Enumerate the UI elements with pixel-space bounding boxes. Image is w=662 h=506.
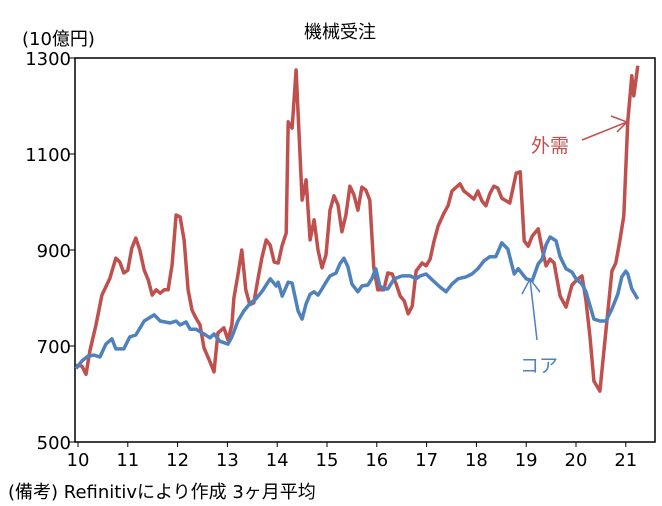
y-tick-label: 1300 xyxy=(25,49,71,70)
x-tick-label: 17 xyxy=(415,450,438,471)
x-tick-label: 15 xyxy=(316,450,339,471)
legend-label-gaiju: 外需 xyxy=(531,135,569,157)
series-line-core xyxy=(74,235,640,370)
y-tick-label: 900 xyxy=(37,241,71,262)
x-tick-label: 12 xyxy=(166,450,189,471)
x-tick-label: 19 xyxy=(515,450,538,471)
series-line-gaiju xyxy=(75,65,640,393)
y-axis-unit: (10億円) xyxy=(22,29,95,50)
x-tick-label: 10 xyxy=(67,450,90,471)
footnote: (備考) Refinitivにより作成 3ヶ月平均 xyxy=(8,482,316,503)
y-tick-label: 1100 xyxy=(25,145,71,166)
y-tick-label: 500 xyxy=(37,433,71,454)
arrow-gaiju-icon xyxy=(581,115,629,141)
plot-frame xyxy=(74,57,656,443)
x-tick-label: 20 xyxy=(565,450,588,471)
legend-label-core: コア xyxy=(520,355,558,377)
x-tick-label: 21 xyxy=(614,450,637,471)
x-tick-label: 14 xyxy=(266,450,289,471)
arrow-core-icon xyxy=(521,277,541,341)
x-tick-label: 18 xyxy=(465,450,488,471)
y-tick-label: 700 xyxy=(37,337,71,358)
chart-title: 機械受注 xyxy=(304,22,376,43)
x-tick-label: 16 xyxy=(365,450,388,471)
x-tick-label: 11 xyxy=(116,450,139,471)
x-tick-label: 13 xyxy=(216,450,239,471)
